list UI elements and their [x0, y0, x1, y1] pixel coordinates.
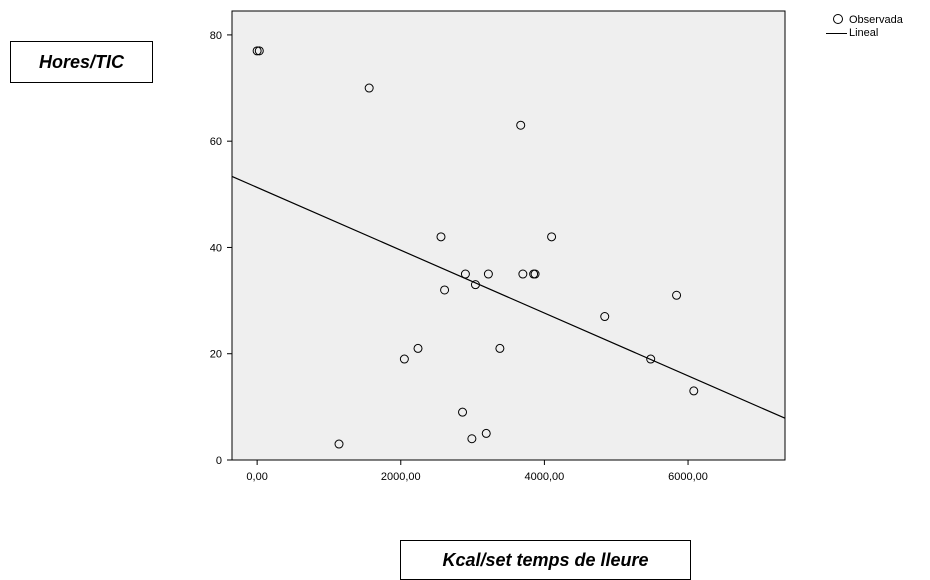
legend-label-lineal: Lineal: [849, 26, 879, 39]
data-point: [600, 312, 610, 322]
data-point: [518, 269, 528, 279]
data-point: [254, 46, 264, 56]
fit-line-lineal: [231, 175, 786, 419]
y-tick-label: 40: [210, 242, 222, 254]
data-point: [460, 269, 470, 279]
y-tick-label: 60: [210, 136, 222, 148]
legend: Observada Lineal: [826, 13, 903, 39]
y-tick-label: 0: [216, 455, 222, 467]
legend-item-observada: Observada: [832, 13, 903, 26]
y-tick-label: 20: [210, 349, 222, 361]
x-tick-label: 0,00: [246, 471, 267, 483]
data-point: [440, 285, 450, 295]
data-point: [458, 407, 468, 417]
data-point: [252, 46, 262, 56]
scatter-chart: 0 20 40 60 80 0,00 2000,00 4000,00 6000,00: [210, 10, 786, 483]
data-point: [413, 343, 423, 353]
data-point: [334, 439, 344, 449]
legend-circle-symbol: [832, 13, 848, 26]
y-tick-label: 80: [210, 30, 222, 42]
data-point: [516, 120, 526, 130]
axis-layer: 0 20 40 60 80 0,00 2000,00 4000,00 6000,00: [210, 30, 708, 483]
data-point: [689, 386, 699, 396]
data-point: [530, 269, 540, 279]
data-point: [495, 343, 505, 353]
legend-item-lineal: Lineal: [826, 26, 903, 39]
x-tick-label: 2000,00: [381, 471, 421, 483]
x-tick-label: 6000,00: [668, 471, 708, 483]
data-point: [646, 354, 656, 364]
legend-line-symbol: [826, 27, 848, 39]
y-axis-label: Hores/TIC: [10, 41, 153, 83]
data-point: [467, 434, 477, 444]
points-layer: [252, 46, 699, 449]
data-point: [399, 354, 409, 364]
plot-area: [231, 10, 786, 461]
data-point: [672, 290, 682, 300]
fit-line-layer: [231, 175, 786, 419]
data-point: [483, 269, 493, 279]
data-point: [436, 232, 446, 242]
data-point: [364, 83, 374, 93]
x-axis-label: Kcal/set temps de lleure: [400, 540, 691, 580]
x-tick-label: 4000,00: [525, 471, 565, 483]
data-point: [470, 280, 480, 290]
legend-label-observada: Observada: [849, 13, 903, 26]
data-point: [481, 428, 491, 438]
data-point: [547, 232, 557, 242]
